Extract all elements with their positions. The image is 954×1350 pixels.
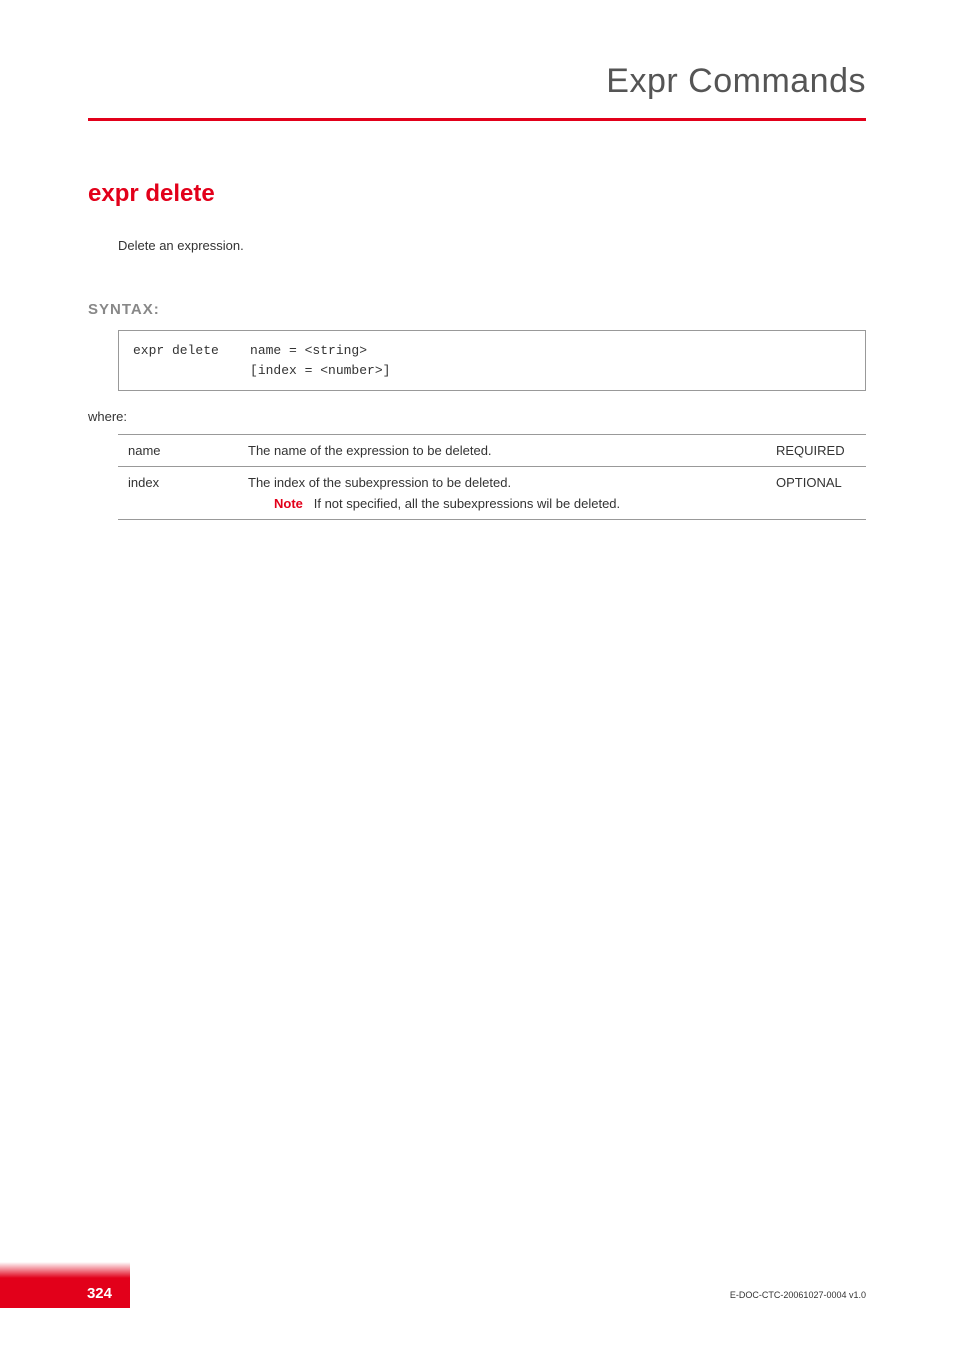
doc-id: E-DOC-CTC-20061027-0004 v1.0 — [730, 1290, 866, 1300]
param-req: OPTIONAL — [766, 467, 866, 520]
param-desc: The name of the expression to be deleted… — [238, 435, 766, 467]
param-name: name — [118, 435, 238, 467]
syntax-label: SYNTAX: — [88, 301, 866, 318]
table-row: index The index of the subexpression to … — [118, 467, 866, 520]
param-note: Note If not specified, all the subexpres… — [248, 496, 756, 511]
footer-fade — [0, 1262, 130, 1278]
footer-bar: 324 — [0, 1278, 130, 1308]
section-heading: expr delete — [88, 180, 866, 208]
param-desc: The index of the subexpression to be del… — [238, 467, 766, 520]
param-name: index — [118, 467, 238, 520]
syntax-code: expr delete name = <string> [index = <nu… — [118, 330, 866, 391]
content-area: expr delete Delete an expression. SYNTAX… — [88, 180, 866, 520]
where-label: where: — [88, 409, 866, 424]
header-rule — [88, 118, 866, 121]
param-req: REQUIRED — [766, 435, 866, 467]
table-row: name The name of the expression to be de… — [118, 435, 866, 467]
section-description: Delete an expression. — [118, 238, 866, 253]
note-text: If not specified, all the subexpressions… — [314, 496, 620, 511]
page-title: Expr Commands — [606, 62, 866, 101]
page-number: 324 — [87, 1285, 112, 1302]
note-label: Note — [274, 496, 303, 511]
param-desc-text: The index of the subexpression to be del… — [248, 475, 511, 490]
params-table: name The name of the expression to be de… — [118, 434, 866, 520]
